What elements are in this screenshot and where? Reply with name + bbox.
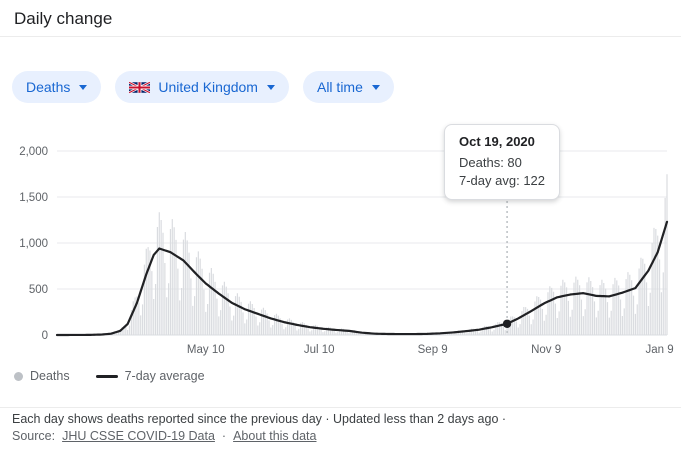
footer-note: Each day shows deaths reported since the… xyxy=(12,412,507,426)
footer-separator: · xyxy=(221,429,227,443)
footer-source-row: Source: JHU CSSE COVID-19 Data · About t… xyxy=(12,429,317,443)
x-axis-label: Sep 9 xyxy=(418,344,448,356)
x-axis-label: Jul 10 xyxy=(304,344,335,356)
daily-deaths-chart[interactable]: 0 500 1,000 1,500 2,000 May 10 Jul 10 Sep 9 Nov … xyxy=(0,126,681,366)
legend-item-deaths: Deaths xyxy=(14,369,70,383)
tooltip-deaths-value: Deaths: 80 xyxy=(459,155,522,170)
y-axis-label: 1,500 xyxy=(19,192,48,204)
chart-tooltip: Oct 19, 2020 Deaths: 80 7-day avg: 122 xyxy=(444,124,561,200)
deaths-bars xyxy=(80,174,668,335)
legend-item-average: 7-day average xyxy=(95,369,205,383)
legend-deaths-label: Deaths xyxy=(30,369,70,383)
chart-legend: Deaths 7-day average xyxy=(14,369,205,383)
metric-dropdown[interactable]: Deaths xyxy=(12,71,102,103)
chevron-down-icon xyxy=(79,85,88,90)
time-range-dropdown-label: All time xyxy=(316,79,363,95)
time-range-dropdown[interactable]: All time xyxy=(302,71,394,103)
uk-flag-icon xyxy=(129,80,151,94)
source-prefix: Source: xyxy=(12,429,56,443)
region-dropdown[interactable]: United Kingdom xyxy=(115,71,289,103)
deaths-marker-icon xyxy=(14,371,23,381)
metric-dropdown-label: Deaths xyxy=(26,79,71,95)
y-axis-label: 500 xyxy=(29,284,48,296)
tooltip-avg-value: 7-day avg: 122 xyxy=(459,173,546,188)
filter-bar: Deaths United Kingdom All time xyxy=(12,71,394,103)
header-divider xyxy=(0,36,681,37)
y-axis-label: 0 xyxy=(42,330,48,342)
x-axis-label: Jan 9 xyxy=(645,344,673,356)
chevron-down-icon xyxy=(266,85,275,90)
region-dropdown-label: United Kingdom xyxy=(158,79,258,95)
tooltip-date: Oct 19, 2020 xyxy=(459,134,535,149)
seven-day-average-line xyxy=(55,220,669,337)
highlight-point xyxy=(502,319,512,328)
footer-divider xyxy=(0,407,681,408)
legend-average-label: 7-day average xyxy=(124,369,205,383)
chevron-down-icon xyxy=(371,85,380,90)
x-axis-label: Nov 9 xyxy=(531,344,561,356)
y-axis-label: 2,000 xyxy=(19,146,48,158)
about-data-link[interactable]: About this data xyxy=(233,429,317,443)
source-link[interactable]: JHU CSSE COVID-19 Data xyxy=(62,429,215,443)
x-axis-label: May 10 xyxy=(187,344,225,356)
page-title: Daily change xyxy=(14,9,113,28)
y-axis-label: 1,000 xyxy=(19,238,48,250)
average-line-icon xyxy=(95,374,118,378)
